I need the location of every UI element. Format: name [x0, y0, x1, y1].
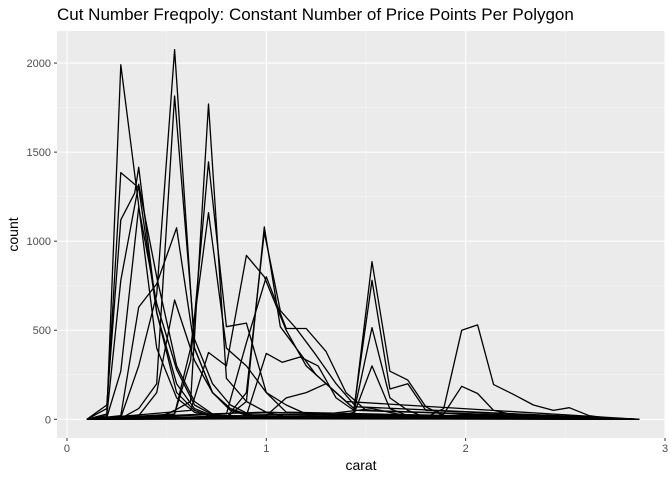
- series-line-17: [86, 261, 640, 420]
- y-axis-title: count: [5, 217, 21, 251]
- axis-ticks: [54, 62, 666, 441]
- series-line-8: [86, 95, 640, 420]
- x-tick-label: 2: [463, 443, 469, 455]
- chart-title: Cut Number Freqpoly: Constant Number of …: [57, 5, 574, 24]
- series-line-12: [86, 212, 640, 420]
- x-tick-label: 0: [64, 443, 70, 455]
- series-line-23: [86, 407, 640, 420]
- x-tick-label: 1: [263, 443, 269, 455]
- y-tick-label: 500: [33, 325, 51, 337]
- series-line-3: [86, 166, 640, 420]
- y-tick-label: 1500: [27, 147, 51, 159]
- series-line-15: [86, 231, 640, 420]
- tick-labels: 0 1 2 3 0 500 1000 1500 2000: [27, 58, 669, 455]
- series-layer: [86, 49, 640, 420]
- y-tick-label: 0: [45, 414, 51, 426]
- series-line-24: [86, 413, 640, 420]
- series-line-18: [86, 279, 640, 420]
- y-tick-label: 2000: [27, 58, 51, 70]
- x-axis-title: carat: [345, 457, 376, 473]
- series-line-21: [86, 324, 640, 420]
- x-tick-label: 3: [662, 443, 668, 455]
- plot-panel: [57, 31, 665, 438]
- y-tick-label: 1000: [27, 236, 51, 248]
